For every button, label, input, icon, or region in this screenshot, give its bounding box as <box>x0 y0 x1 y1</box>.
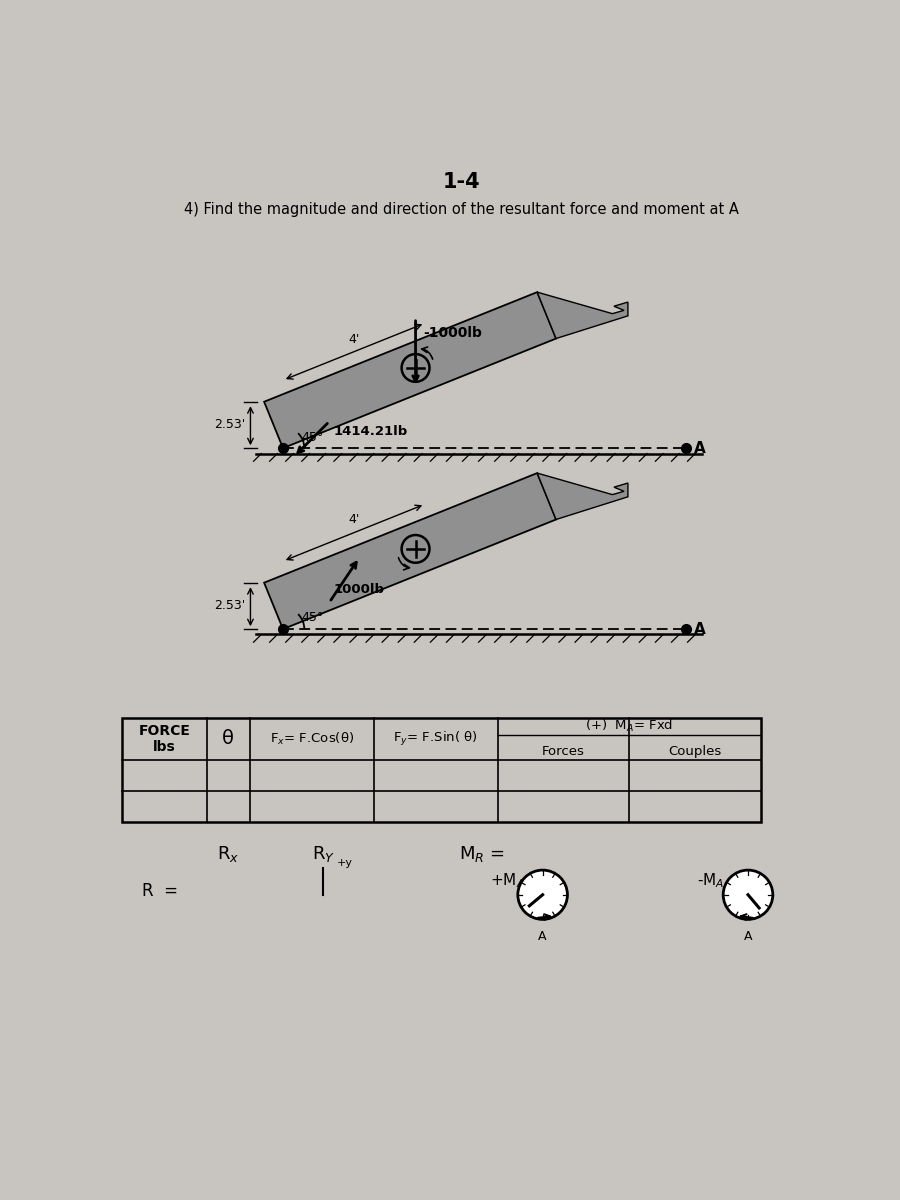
Text: F$_x$= F.Cos(θ): F$_x$= F.Cos(θ) <box>269 731 354 746</box>
Text: 45°: 45° <box>302 431 324 444</box>
Polygon shape <box>264 292 556 448</box>
Text: 1-4: 1-4 <box>443 173 480 192</box>
Text: A: A <box>743 930 752 943</box>
Text: FORCE
lbs: FORCE lbs <box>139 724 191 754</box>
Text: A: A <box>694 622 706 636</box>
Text: -M$_A$: -M$_A$ <box>698 871 724 890</box>
Polygon shape <box>264 473 556 629</box>
Text: A: A <box>694 440 706 456</box>
Text: M$_R$ =: M$_R$ = <box>459 844 505 864</box>
Text: F$_y$= F.Sin( θ): F$_y$= F.Sin( θ) <box>393 730 478 748</box>
Text: R$_Y$: R$_Y$ <box>311 844 335 864</box>
Polygon shape <box>537 473 628 520</box>
Text: 1414.21lb: 1414.21lb <box>333 425 408 438</box>
Circle shape <box>518 870 567 919</box>
Text: Forces: Forces <box>542 745 585 758</box>
Text: (+)  M$_A$= Fxd: (+) M$_A$= Fxd <box>585 719 673 734</box>
Text: 4': 4' <box>348 332 360 346</box>
Text: +y: +y <box>337 858 353 868</box>
Text: 4': 4' <box>348 514 360 527</box>
Text: Couples: Couples <box>669 745 722 758</box>
Bar <box>122 718 761 822</box>
Circle shape <box>724 870 773 919</box>
Text: R$_x$: R$_x$ <box>217 844 239 864</box>
Text: -1000lb: -1000lb <box>423 325 482 340</box>
Text: θ: θ <box>222 730 234 749</box>
Text: 2.53': 2.53' <box>214 419 246 432</box>
Polygon shape <box>537 292 628 338</box>
Text: 45°: 45° <box>302 612 324 624</box>
Text: 1000lb: 1000lb <box>334 583 385 596</box>
Text: R  =: R = <box>142 882 178 900</box>
Text: 2.53': 2.53' <box>214 599 246 612</box>
Text: A: A <box>538 930 547 943</box>
Text: 4) Find the magnitude and direction of the resultant force and moment at A: 4) Find the magnitude and direction of t… <box>184 202 739 217</box>
Text: +M$_A$: +M$_A$ <box>491 871 525 890</box>
